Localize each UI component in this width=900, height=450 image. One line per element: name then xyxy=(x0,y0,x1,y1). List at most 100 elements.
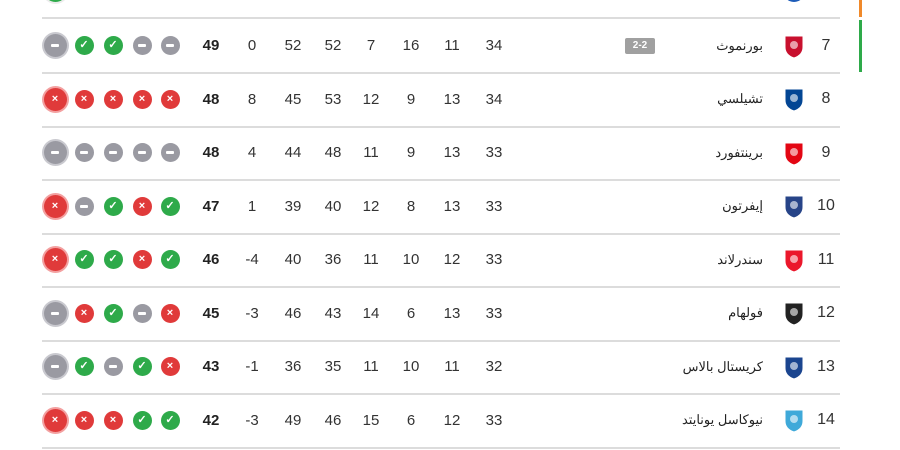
drawn-cell: 6 xyxy=(406,411,416,429)
crystal-palace-crest-icon xyxy=(782,354,806,380)
ga-cell: 39 xyxy=(284,197,302,215)
table-row[interactable]: ✓ ✓ × 43 -1 36 35 11 10 11 32 كريستال بالاس 13 xyxy=(42,340,840,395)
ga-cell: 52 xyxy=(284,37,302,54)
points-cell: 48 xyxy=(202,90,220,108)
table-row[interactable]: 48 4 44 48 11 9 13 33 برينتفورد 9 xyxy=(42,126,840,181)
drawn-cell: 9 xyxy=(406,90,416,108)
win-icon[interactable]: ✓ xyxy=(132,357,152,376)
drawn-cell: 10 xyxy=(402,251,420,268)
loss-icon[interactable]: × xyxy=(74,410,94,430)
table-row-partial[interactable]: ✓✓✓✓ xyxy=(42,0,840,19)
drawn-cell: 10 xyxy=(402,358,420,375)
table-row[interactable]: ✓ ✓ 49 0 52 52 7 16 11 34 2-2 بورنموث 7 xyxy=(42,19,840,74)
drawn-cell: 9 xyxy=(406,144,416,161)
rank: 9 xyxy=(821,143,831,161)
ga-cell: 36 xyxy=(284,358,302,375)
gd-cell: 1 xyxy=(247,197,257,215)
loss-icon[interactable]: × xyxy=(43,87,67,111)
win-icon[interactable]: ✓ xyxy=(160,250,180,269)
rank: 13 xyxy=(817,357,835,375)
table-row[interactable]: × ✓ ✓ × ✓ 46 -4 40 36 11 10 12 33 سندرلاند 11 xyxy=(42,233,840,288)
gd-cell: 0 xyxy=(247,37,257,54)
loss-icon[interactable]: × xyxy=(160,89,180,109)
draw-icon[interactable] xyxy=(43,355,67,378)
points-cell: 46 xyxy=(202,251,220,268)
loss-icon[interactable]: × xyxy=(160,303,180,323)
team-name[interactable]: بورنموث xyxy=(716,37,763,53)
gf-cell: 43 xyxy=(324,304,342,322)
loss-icon[interactable]: × xyxy=(43,248,67,271)
points-cell: 43 xyxy=(202,358,220,375)
won-cell: 12 xyxy=(443,251,461,268)
win-icon[interactable]: ✓ xyxy=(132,410,152,430)
rank: 10 xyxy=(817,197,835,214)
draw-icon[interactable] xyxy=(160,36,180,55)
gf-cell: 36 xyxy=(324,251,342,268)
loss-icon[interactable]: × xyxy=(103,89,123,109)
draw-icon[interactable] xyxy=(43,141,67,164)
win-icon[interactable]: ✓ xyxy=(103,250,123,269)
lost-cell: 11 xyxy=(363,144,379,161)
won-cell: 13 xyxy=(443,197,461,215)
ga-cell: 49 xyxy=(284,411,302,429)
conference-zone-bar xyxy=(859,20,862,72)
win-icon[interactable]: ✓ xyxy=(43,0,67,2)
win-icon[interactable]: ✓ xyxy=(160,410,180,430)
team-name[interactable]: تشيلسي xyxy=(717,91,763,106)
win-icon[interactable]: ✓ xyxy=(103,36,123,55)
draw-icon[interactable] xyxy=(74,143,94,162)
team-name[interactable]: إيفرتون xyxy=(722,198,763,213)
drawn-cell: 6 xyxy=(406,304,416,322)
table-row[interactable]: × × × × × 48 8 45 53 12 9 13 34 تشيلسي 8 xyxy=(42,73,840,128)
team-name[interactable]: سندرلاند xyxy=(717,251,763,267)
fulham-crest-icon xyxy=(782,300,806,326)
draw-icon[interactable] xyxy=(132,143,152,162)
win-icon[interactable]: ✓ xyxy=(103,196,123,216)
win-icon[interactable]: ✓ xyxy=(74,36,94,55)
draw-icon[interactable] xyxy=(43,301,67,325)
draw-icon[interactable] xyxy=(74,196,94,216)
win-icon[interactable]: ✓ xyxy=(74,357,94,376)
draw-icon[interactable] xyxy=(43,34,67,57)
table-row[interactable]: × ✓ × 45 -3 46 43 14 6 13 33 فولهام 12 xyxy=(42,287,840,342)
drawn-cell: 8 xyxy=(406,197,416,215)
table-row[interactable]: × × × ✓ ✓ 42 -3 49 46 15 6 12 33 نيوكاسل يونايتد 14 xyxy=(42,394,840,449)
loss-icon[interactable]: × xyxy=(132,250,152,269)
win-icon[interactable]: ✓ xyxy=(160,196,180,216)
loss-icon[interactable]: × xyxy=(43,194,67,218)
team-name[interactable]: برينتفورد xyxy=(715,144,763,160)
ga-cell: 45 xyxy=(284,90,302,108)
live-score-badge[interactable]: 2-2 xyxy=(625,37,655,54)
played-cell: 33 xyxy=(485,197,503,215)
played-cell: 33 xyxy=(485,304,503,322)
loss-icon[interactable]: × xyxy=(43,408,67,432)
draw-icon[interactable] xyxy=(103,357,123,376)
win-icon[interactable]: ✓ xyxy=(74,250,94,269)
gd-cell: -3 xyxy=(245,304,259,322)
loss-icon[interactable]: × xyxy=(103,410,123,430)
gf-cell: 35 xyxy=(324,358,342,375)
team-name[interactable]: نيوكاسل يونايتد xyxy=(681,412,763,427)
win-icon[interactable]: ✓ xyxy=(103,303,123,323)
draw-icon[interactable] xyxy=(160,143,180,162)
draw-icon[interactable] xyxy=(103,143,123,162)
team-name[interactable]: فولهام xyxy=(728,305,763,320)
lost-cell: 12 xyxy=(362,197,380,215)
newcastle-crest-icon xyxy=(782,407,806,433)
team-name[interactable]: كريستال بالاس xyxy=(682,358,763,374)
loss-icon[interactable]: × xyxy=(160,357,180,376)
played-cell: 33 xyxy=(485,251,503,268)
draw-icon[interactable] xyxy=(132,303,152,323)
loss-icon[interactable]: × xyxy=(74,303,94,323)
loss-icon[interactable]: × xyxy=(132,89,152,109)
sunderland-crest-icon xyxy=(782,247,806,273)
lost-cell: 11 xyxy=(363,358,379,375)
rank: 8 xyxy=(821,90,831,107)
won-cell: 11 xyxy=(444,37,460,54)
loss-icon[interactable]: × xyxy=(132,196,152,216)
table-row[interactable]: × ✓ × ✓ 47 1 39 40 12 8 13 33 إيفرتون 10 xyxy=(42,180,840,235)
gf-cell: 40 xyxy=(324,197,342,215)
draw-icon[interactable] xyxy=(132,36,152,55)
loss-icon[interactable]: × xyxy=(74,89,94,109)
played-cell: 34 xyxy=(485,90,503,108)
